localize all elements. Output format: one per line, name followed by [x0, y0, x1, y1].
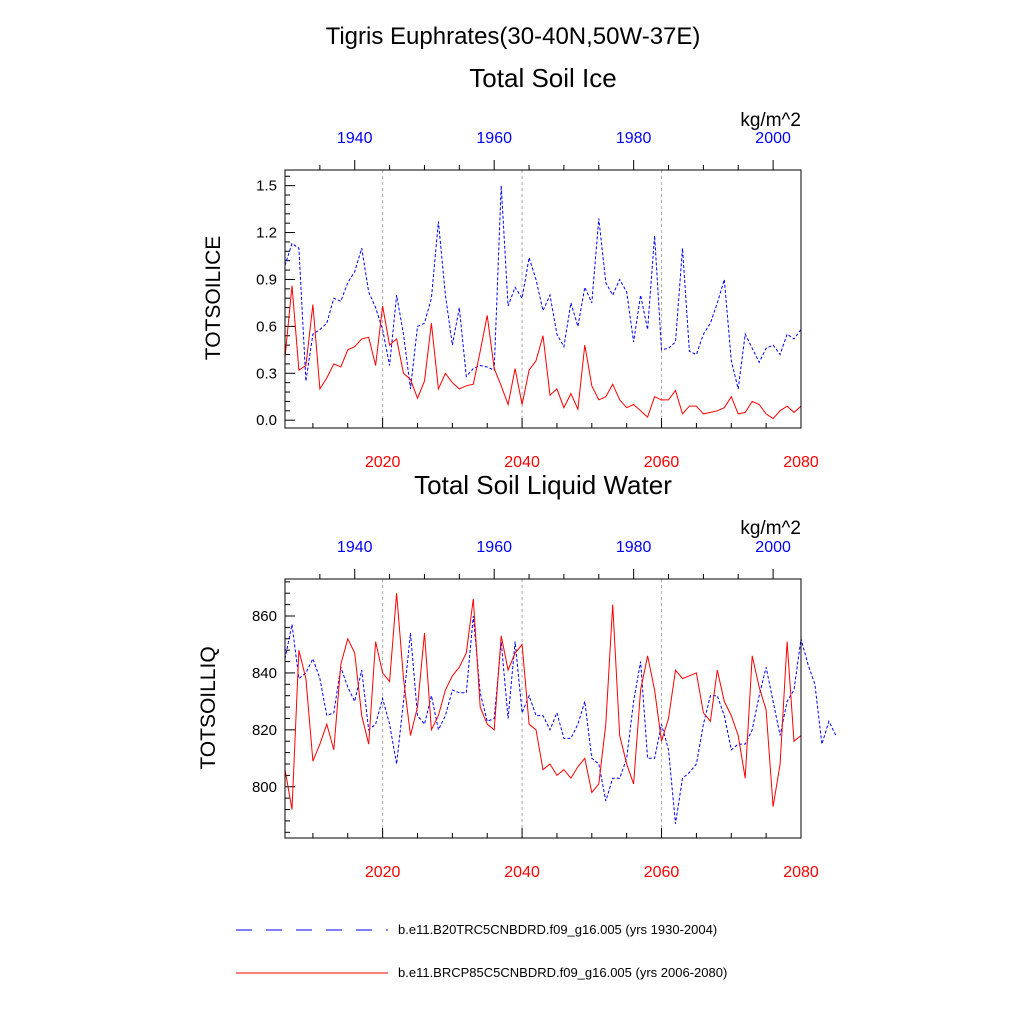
series-line-historical	[284, 615, 837, 824]
x-tick-label-bottom: 2020	[365, 864, 401, 881]
y-tick-label: 840	[252, 665, 277, 682]
x-tick-label-top: 1940	[337, 539, 373, 556]
x-tick-label-top: 1940	[337, 130, 373, 147]
series-line-future	[284, 593, 802, 810]
y-tick-label: 860	[252, 608, 277, 625]
panel-soil-ice: Total Soil Ice kg/m^2 TOTSOILICE 0.0 0.3 0…	[202, 63, 819, 471]
units-label: kg/m^2	[740, 518, 801, 539]
y-tick-label: 0.3	[256, 365, 277, 382]
y-tick-label: 0.6	[256, 318, 277, 335]
x-tick-label-top: 1960	[476, 539, 512, 556]
y-tick-label: 0.9	[256, 271, 277, 288]
series-line-historical	[284, 185, 802, 390]
x-tick-label-bottom: 2020	[365, 454, 401, 471]
x-tick-label-bottom: 2040	[504, 864, 540, 881]
page-title: Tigris Euphrates(30-40N,50W-37E)	[326, 23, 701, 50]
y-tick-label: 0.0	[256, 412, 277, 429]
y-tick-label: 1.2	[256, 225, 277, 242]
plot-frame	[284, 169, 802, 429]
series-line-future	[284, 285, 802, 420]
units-label: kg/m^2	[740, 110, 801, 131]
plot-frame-overlay	[284, 578, 802, 839]
legend: b.e11.B20TRC5CNBDRD.f09_g16.005 (yrs 193…	[236, 922, 727, 980]
y-tick-label: 820	[252, 722, 277, 739]
y-axis-label: TOTSOILLIQ	[197, 646, 220, 769]
x-tick-label-top: 2000	[755, 539, 791, 556]
panel-title: Total Soil Ice	[469, 63, 616, 93]
x-tick-label-top: 2000	[755, 130, 791, 147]
panel-title: Total Soil Liquid Water	[414, 470, 672, 500]
plot-frame	[284, 578, 802, 839]
x-tick-label-top: 1960	[476, 130, 512, 147]
y-axis-label: TOTSOILICE	[202, 236, 225, 360]
y-tick-label: 800	[252, 779, 277, 796]
legend-label-future: b.e11.BRCP85C5CNBDRD.f09_g16.005 (yrs 20…	[398, 965, 727, 980]
x-tick-label-bottom: 2040	[504, 454, 540, 471]
y-tick-label: 1.5	[256, 178, 277, 195]
x-tick-label-bottom: 2060	[644, 454, 680, 471]
x-tick-label-bottom: 2060	[644, 864, 680, 881]
panel-soil-liquid: Total Soil Liquid Water kg/m^2 TOTSOILLI…	[197, 470, 837, 881]
x-tick-label-top: 1980	[616, 539, 652, 556]
plot-frame-overlay	[284, 169, 802, 429]
x-tick-label-top: 1980	[616, 130, 652, 147]
x-tick-label-bottom: 2080	[783, 454, 819, 471]
legend-label-historical: b.e11.B20TRC5CNBDRD.f09_g16.005 (yrs 193…	[398, 922, 717, 937]
x-tick-label-bottom: 2080	[783, 864, 819, 881]
